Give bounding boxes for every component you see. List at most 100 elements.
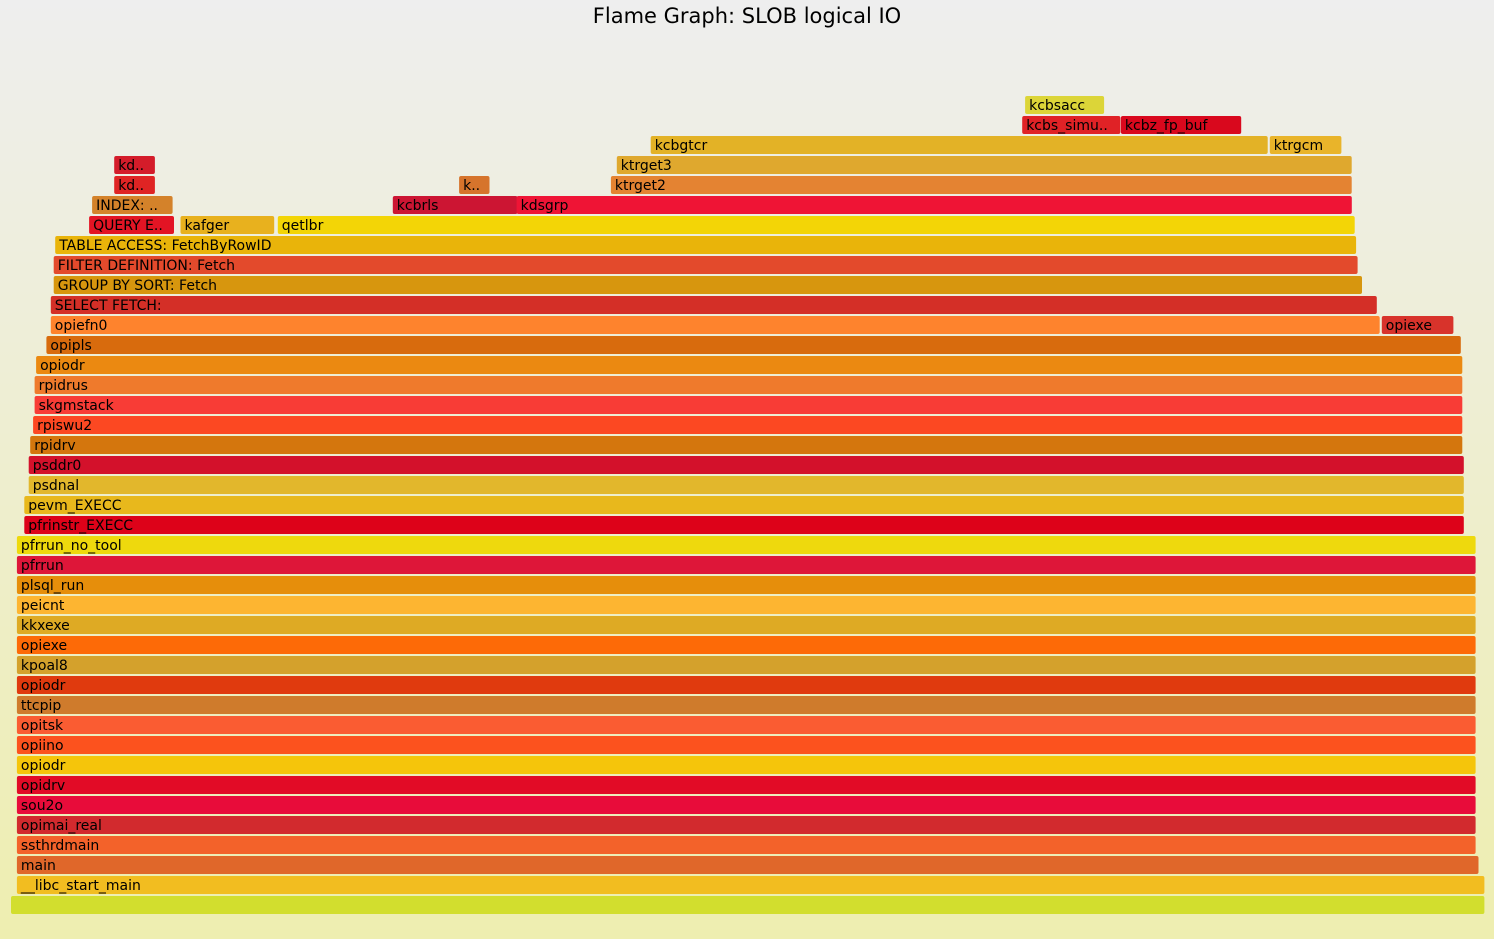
flame-frame-rect[interactable] <box>1120 116 1242 134</box>
flame-frame[interactable]: opiino <box>16 736 1476 754</box>
flame-frame[interactable]: kcbrls <box>392 196 518 214</box>
flame-frame[interactable] <box>11 896 1485 914</box>
flame-frame-rect[interactable] <box>89 216 174 234</box>
flame-frame[interactable]: peicnt <box>16 596 1476 614</box>
flame-frame[interactable]: opiefn0 <box>50 316 1380 334</box>
flame-frame-rect[interactable] <box>24 496 1464 514</box>
flame-frame[interactable]: opiodr <box>16 676 1476 694</box>
flame-frame-rect[interactable] <box>92 196 173 214</box>
flame-frame-rect[interactable] <box>28 456 1464 474</box>
flame-frame[interactable]: pevm_EXECC <box>24 496 1464 514</box>
flame-frame-rect[interactable] <box>277 216 1355 234</box>
flame-frame[interactable]: kpoal8 <box>16 656 1476 674</box>
flame-frame-rect[interactable] <box>180 216 275 234</box>
flame-frame-rect[interactable] <box>1025 96 1105 114</box>
flame-frame-rect[interactable] <box>16 716 1476 734</box>
flame-frame[interactable]: kkxexe <box>16 616 1476 634</box>
flame-frame-rect[interactable] <box>53 256 1358 274</box>
flame-frame-rect[interactable] <box>50 296 1377 314</box>
flame-frame[interactable]: ssthrdmain <box>16 836 1476 854</box>
flame-frame[interactable]: kcbgtcr <box>650 136 1268 154</box>
flame-frame[interactable]: rpiswu2 <box>33 416 1463 434</box>
flame-frame[interactable]: kd.. <box>114 156 155 174</box>
flame-frame[interactable]: kafger <box>180 216 275 234</box>
flame-frame-rect[interactable] <box>114 176 155 194</box>
flame-frame[interactable]: kcbsacc <box>1025 96 1105 114</box>
flame-frame-rect[interactable] <box>53 276 1363 294</box>
flame-frame[interactable]: ktrget3 <box>616 156 1352 174</box>
flame-frame-rect[interactable] <box>16 656 1476 674</box>
flame-frame-rect[interactable] <box>36 356 1463 374</box>
flame-frame-rect[interactable] <box>24 516 1464 534</box>
flame-frame[interactable]: opitsk <box>16 716 1476 734</box>
flame-frame-rect[interactable] <box>16 756 1476 774</box>
flame-frame[interactable]: SELECT FETCH: <box>50 296 1377 314</box>
flame-frame[interactable]: pfrrun_no_tool <box>16 536 1476 554</box>
flame-frame-rect[interactable] <box>34 396 1463 414</box>
flame-frame[interactable]: opiexe <box>1381 316 1454 334</box>
flame-frame-rect[interactable] <box>50 316 1380 334</box>
flame-frame-rect[interactable] <box>114 156 155 174</box>
flame-frame-rect[interactable] <box>16 636 1476 654</box>
flame-frame[interactable]: kcbz_fp_buf <box>1120 116 1242 134</box>
flame-frame[interactable]: k.. <box>459 176 490 194</box>
flame-frame[interactable]: GROUP BY SORT: Fetch <box>53 276 1363 294</box>
flame-frame[interactable]: opipls <box>46 336 1461 354</box>
flame-frame-rect[interactable] <box>16 616 1476 634</box>
flame-frame-rect[interactable] <box>16 696 1476 714</box>
flame-frame[interactable]: opiodr <box>16 756 1476 774</box>
flame-frame-rect[interactable] <box>516 196 1352 214</box>
flame-frame-rect[interactable] <box>30 436 1463 454</box>
flame-frame-rect[interactable] <box>16 596 1476 614</box>
flame-frame-rect[interactable] <box>616 156 1352 174</box>
flame-frame[interactable]: main <box>16 856 1479 874</box>
flame-frame-rect[interactable] <box>16 816 1476 834</box>
flame-frame[interactable]: kcbs_simu.. <box>1022 116 1121 134</box>
flame-frame[interactable]: rpidrv <box>30 436 1463 454</box>
flame-frame[interactable]: skgmstack <box>34 396 1463 414</box>
flame-frame[interactable]: kdsgrp <box>516 196 1352 214</box>
flame-frame[interactable]: sou2o <box>16 796 1476 814</box>
flame-frame[interactable]: opiodr <box>36 356 1463 374</box>
flame-frame[interactable]: pfrinstr_EXECC <box>24 516 1464 534</box>
flame-frame-rect[interactable] <box>650 136 1268 154</box>
flame-frame[interactable]: psddr0 <box>28 456 1464 474</box>
flame-frame[interactable]: QUERY E.. <box>89 216 174 234</box>
flame-frame[interactable]: FILTER DEFINITION: Fetch <box>53 256 1358 274</box>
flame-frame-rect[interactable] <box>16 536 1476 554</box>
flame-frame[interactable]: kd.. <box>114 176 155 194</box>
flame-frame-rect[interactable] <box>55 236 1357 254</box>
flame-frame[interactable]: opimai_real <box>16 816 1476 834</box>
flame-frame[interactable]: TABLE ACCESS: FetchByRowID <box>55 236 1357 254</box>
flame-frame[interactable]: opiexe <box>16 636 1476 654</box>
flame-frame-rect[interactable] <box>16 856 1479 874</box>
flame-frame[interactable]: opidrv <box>16 776 1476 794</box>
flame-frame[interactable]: qetlbr <box>277 216 1355 234</box>
flame-frame-rect[interactable] <box>11 896 1485 914</box>
flame-frame-rect[interactable] <box>16 796 1476 814</box>
flame-frame[interactable]: pfrrun <box>16 556 1476 574</box>
flame-frame-rect[interactable] <box>16 676 1476 694</box>
flame-frame-rect[interactable] <box>610 176 1352 194</box>
flame-frame-rect[interactable] <box>46 336 1461 354</box>
flame-frame-rect[interactable] <box>16 736 1476 754</box>
flame-frame[interactable]: __libc_start_main <box>16 876 1485 894</box>
flame-frame[interactable]: psdnal <box>28 476 1464 494</box>
flame-frame[interactable]: ktrgcm <box>1269 136 1342 154</box>
flame-frame-rect[interactable] <box>1269 136 1342 154</box>
flame-frame-rect[interactable] <box>16 836 1476 854</box>
flame-frame[interactable]: ttcpip <box>16 696 1476 714</box>
flame-frame-rect[interactable] <box>1381 316 1454 334</box>
flame-frame[interactable]: INDEX: .. <box>92 196 173 214</box>
flame-frame-rect[interactable] <box>459 176 490 194</box>
flame-frame[interactable]: rpidrus <box>34 376 1463 394</box>
flame-frame-rect[interactable] <box>16 576 1476 594</box>
flame-frame[interactable]: ktrget2 <box>610 176 1352 194</box>
flame-frame-rect[interactable] <box>34 376 1463 394</box>
flame-frame-rect[interactable] <box>16 776 1476 794</box>
flame-frame-rect[interactable] <box>33 416 1463 434</box>
flame-frame-rect[interactable] <box>392 196 518 214</box>
flame-frame-rect[interactable] <box>16 556 1476 574</box>
flame-frame-rect[interactable] <box>28 476 1464 494</box>
flame-frame-rect[interactable] <box>1022 116 1121 134</box>
